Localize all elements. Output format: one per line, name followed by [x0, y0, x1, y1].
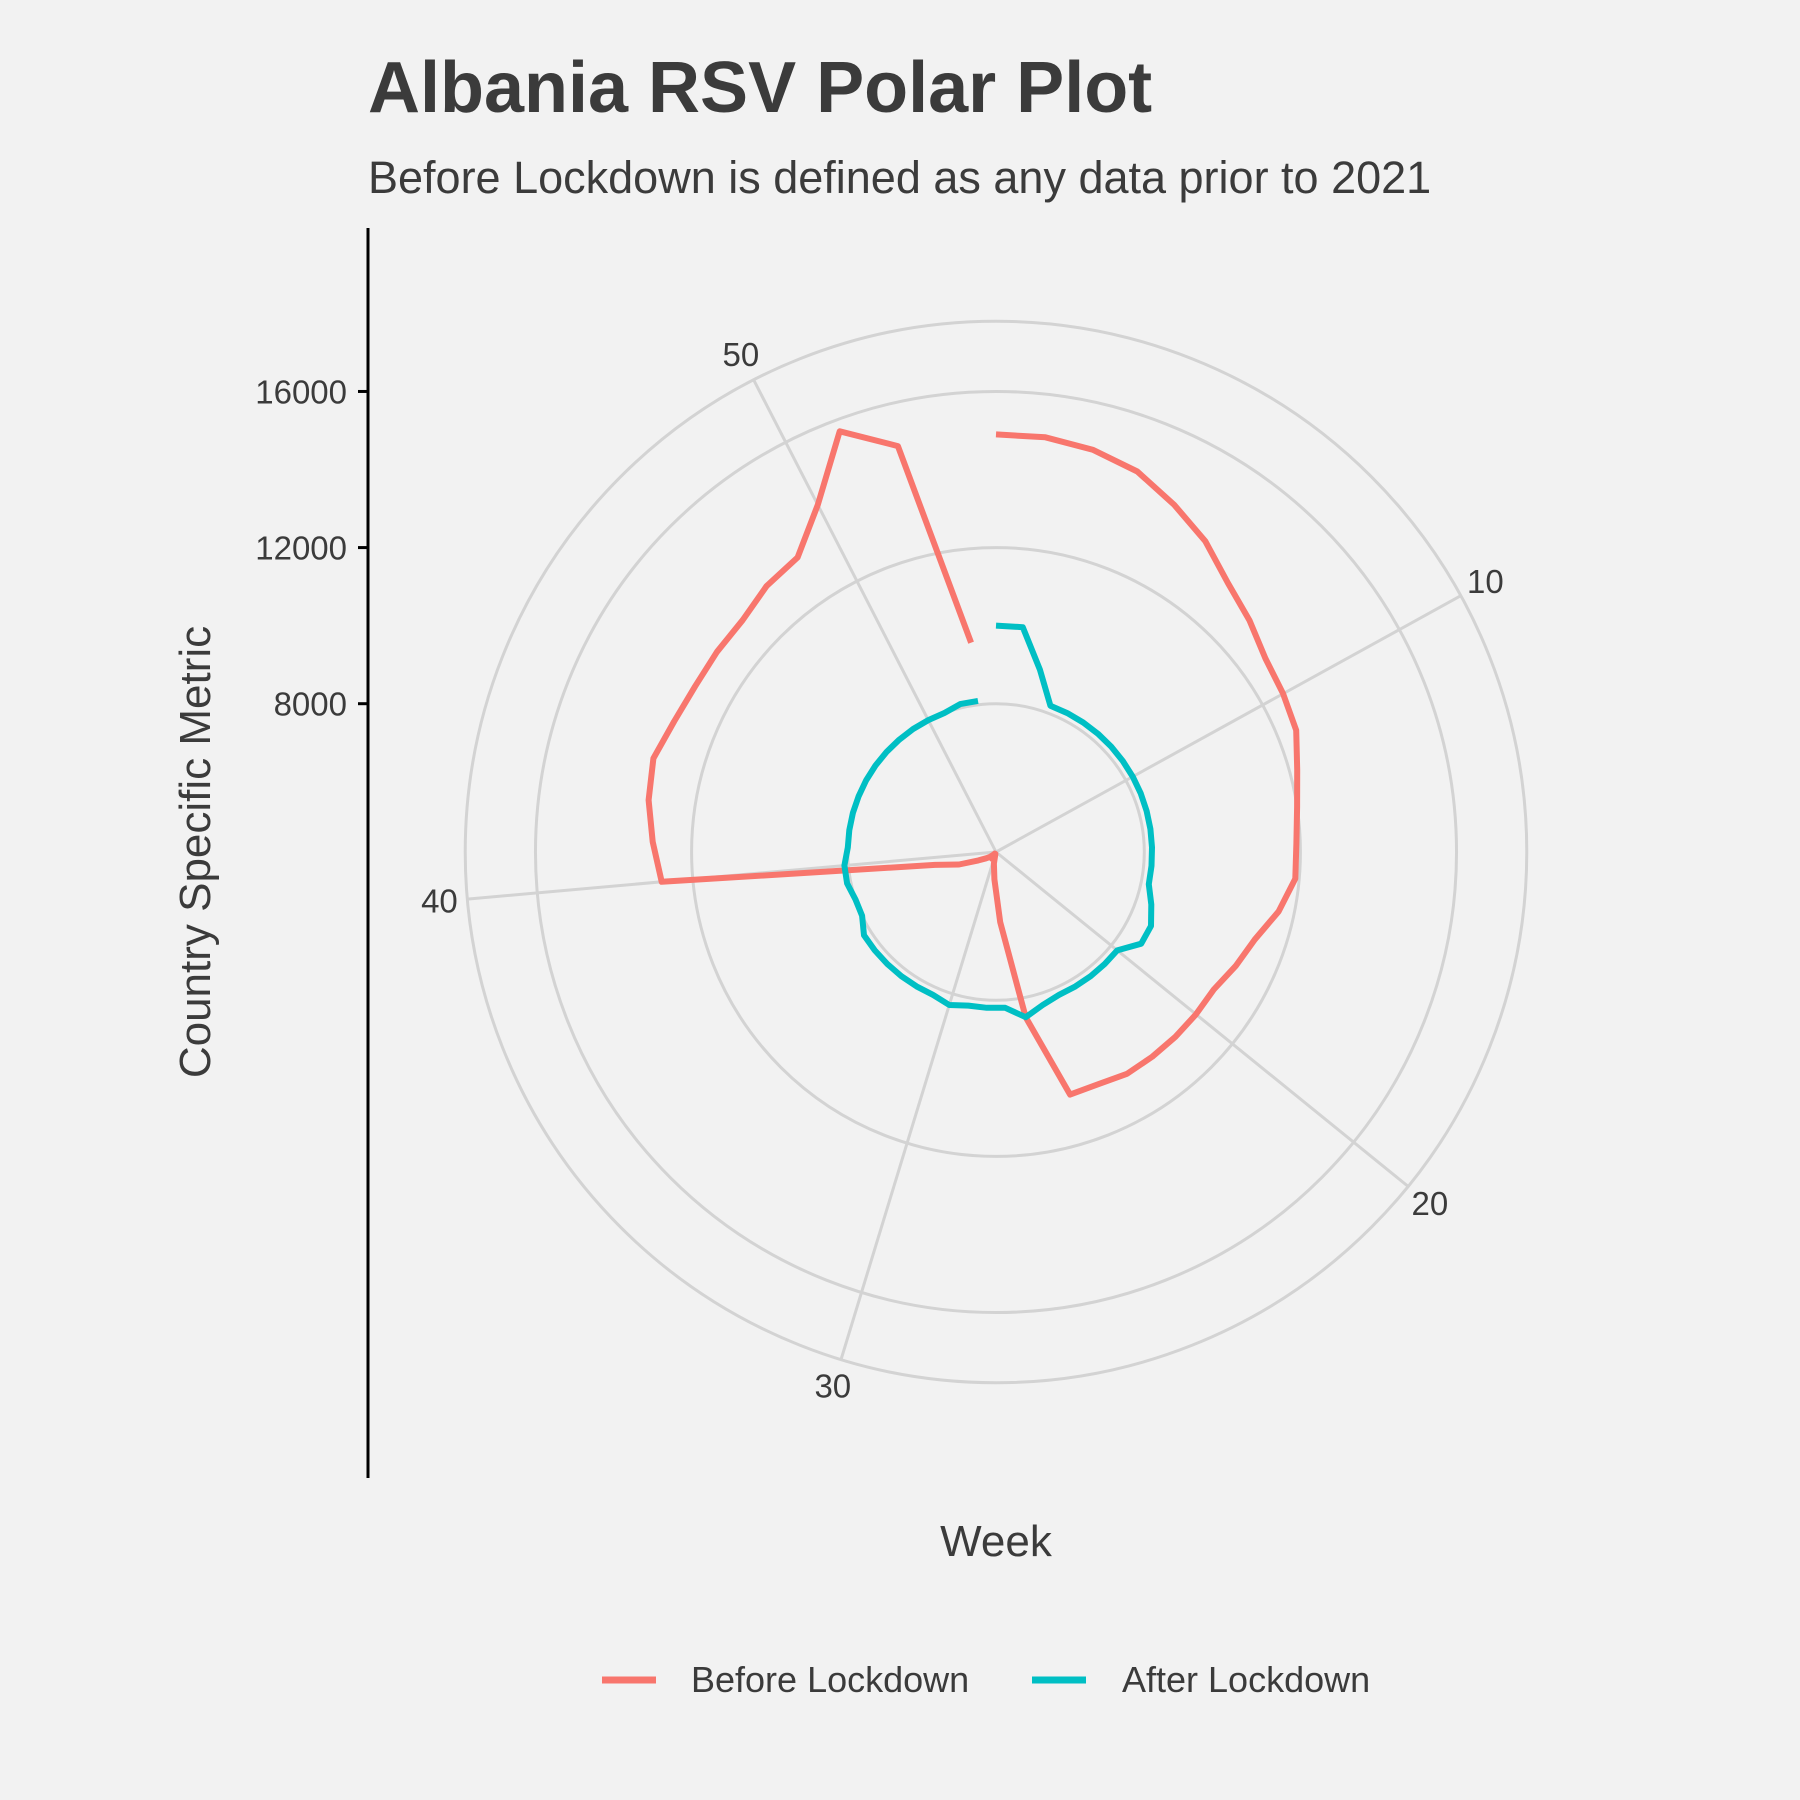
y-axis-ticks: 8000 12000 16000 — [255, 373, 368, 723]
theta-tick-label: 50 — [722, 336, 759, 373]
grid-spoke — [995, 594, 1462, 854]
y-axis-title: Country Specific Metric — [171, 626, 220, 1078]
y-tick-label: 12000 — [255, 530, 347, 567]
series-line-after-lockdown — [841, 622, 1155, 1021]
y-tick-label: 16000 — [255, 373, 347, 410]
series-line-before-lockdown — [645, 428, 1301, 1098]
chart-title: Albania RSV Polar Plot — [368, 48, 1152, 128]
theta-tick-label: 20 — [1412, 1185, 1449, 1222]
grid-spoke — [995, 850, 1410, 1188]
theta-tick-label: 10 — [1467, 563, 1504, 600]
legend: Before Lockdown After Lockdown — [602, 1659, 1370, 1700]
grid-spoke — [839, 851, 998, 1361]
legend-label: After Lockdown — [1122, 1659, 1370, 1700]
grid-circle — [690, 546, 1302, 1158]
grid-spoke — [752, 379, 998, 853]
y-tick-label: 8000 — [274, 686, 347, 723]
x-axis-title: Week — [940, 1517, 1053, 1566]
outer-grid-circle — [463, 319, 1529, 1385]
chart-subtitle: Before Lockdown is defined as any data p… — [368, 152, 1431, 203]
theta-tick-label: 40 — [421, 883, 458, 920]
grid-circle — [533, 389, 1459, 1315]
legend-label: Before Lockdown — [691, 1659, 969, 1700]
theta-tick-label: 30 — [814, 1367, 851, 1404]
polar-grid: 10 20 30 40 50 — [421, 319, 1529, 1404]
series-layer — [645, 428, 1301, 1098]
